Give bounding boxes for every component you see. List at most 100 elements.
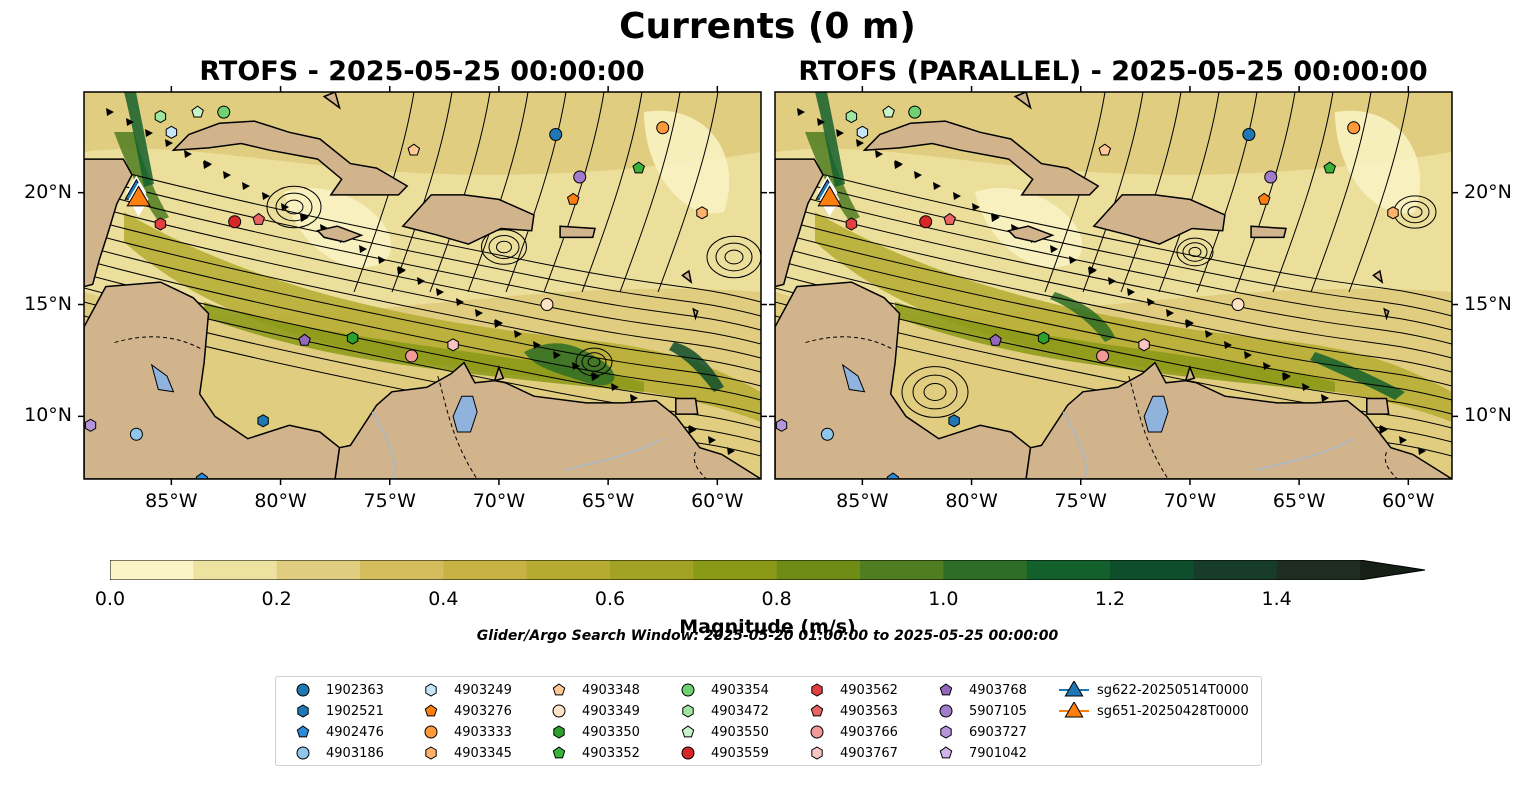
streamline-arrow: [106, 108, 114, 116]
colorbar-segment: [860, 560, 944, 580]
circle-marker-icon: [810, 725, 824, 739]
legend-label: 4903562: [840, 682, 898, 698]
float-marker-4903562: [845, 217, 858, 231]
lat-tick-label: 10°N: [24, 404, 72, 427]
current-speed-band: [644, 110, 730, 214]
colorbar-segment: [943, 560, 1028, 580]
current-speed-band: [1335, 110, 1421, 214]
colorbar-tick-label: 1.0: [928, 588, 959, 610]
streamline: [1158, 92, 1220, 293]
float-marker-4903345: [696, 206, 708, 220]
streamline-arrow: [856, 139, 864, 147]
border: [437, 375, 478, 479]
eddy-streamline: [1188, 246, 1202, 258]
hexagon-marker-icon: [553, 725, 565, 739]
streamline-arrow: [398, 266, 406, 274]
hexagon-marker-icon: [940, 725, 952, 739]
land-jamaica: [316, 225, 364, 243]
eddy-streamline: [496, 240, 512, 254]
legend-label: sg622-20250514T0000: [1097, 682, 1249, 698]
legend-label: sg651-20250428T0000: [1097, 703, 1249, 719]
pentagon-marker-icon: [424, 704, 438, 717]
land-bahamas: [322, 92, 341, 110]
streamline-arrow: [223, 171, 231, 179]
streamline-arrow: [1224, 341, 1232, 349]
lon-tick-label: 60°W: [691, 490, 744, 512]
legend-label: 4903768: [969, 682, 1027, 698]
float-marker-4903350: [1037, 331, 1050, 345]
circle-marker-icon: [424, 725, 438, 739]
eddy-streamline: [488, 234, 520, 260]
legend-item-4903333: 4903333: [416, 723, 512, 741]
colorbar-label: Magnitude (m/s): [679, 616, 856, 638]
legend-item-4903349: 4903349: [544, 702, 640, 720]
streamline: [391, 92, 453, 293]
current-speed-band: [815, 212, 1452, 422]
lon-tick-label: 65°W: [581, 490, 635, 512]
left-panel-title: RTOFS - 2025-05-25 00:00:00: [199, 56, 645, 87]
triangle-marker-icon: [1059, 681, 1089, 697]
legend-label: 6903727: [969, 724, 1027, 740]
float-marker-4903333: [656, 121, 670, 135]
float-marker-4903249: [856, 125, 869, 139]
hexagon-marker-icon: [425, 746, 437, 760]
streamline: [1310, 92, 1372, 293]
legend-item-4903768: 4903768: [931, 681, 1027, 699]
legend-label: 4903767: [840, 745, 898, 761]
land-southam: [1025, 361, 1452, 479]
streamline: [775, 203, 1452, 345]
lon-tick-label: 80°W: [945, 490, 998, 512]
triangle-marker-icon: [1064, 681, 1084, 697]
lat-tick-label: 20°N: [24, 180, 72, 203]
legend-label: 4903349: [582, 703, 640, 719]
streamline: [1348, 92, 1410, 293]
river: [564, 438, 664, 471]
streamline-arrow: [1283, 372, 1291, 380]
legend-item-1902363: 1902363: [288, 681, 384, 699]
legend: 1902363 1902521 4902476 4903186 4903249 49032…: [275, 676, 1262, 766]
streamline: [84, 259, 761, 401]
lon-tick-label: 85°W: [145, 490, 198, 512]
legend-label: 4903766: [840, 724, 898, 740]
streamline: [84, 175, 761, 317]
streamline-arrow: [1302, 383, 1310, 391]
float-marker-5907105: [1264, 170, 1278, 184]
float-marker-4903766: [1096, 349, 1110, 363]
streamline-arrow: [875, 150, 883, 158]
lake-maracaibo: [452, 395, 478, 433]
border: [1384, 451, 1398, 479]
streamline-arrow: [262, 192, 270, 200]
legend-label: 4902476: [326, 724, 384, 740]
glider-marker-sg651-20250428T0000: [126, 185, 151, 207]
hexagon-marker-icon: [425, 683, 437, 697]
streamline-arrow: [1166, 309, 1174, 317]
streamline-arrow: [456, 298, 464, 306]
colorbar-tick-label: 1.4: [1261, 588, 1292, 610]
streamline-arrow: [972, 203, 980, 211]
streamline-arrow: [572, 362, 580, 370]
circle-marker-icon: [296, 683, 310, 697]
land-lesser1: [681, 269, 693, 284]
float-marker-4903563: [943, 212, 956, 225]
colorbar-tick-label: 0.4: [428, 588, 459, 610]
streamline-arrow: [378, 256, 386, 264]
current-speed-band: [124, 92, 154, 187]
colorbar-segment: [776, 560, 861, 580]
colorbar: [110, 560, 1426, 580]
border: [114, 336, 203, 350]
hexagon-marker-icon: [297, 704, 309, 718]
legend-label: 1902521: [326, 703, 384, 719]
streamline: [581, 92, 643, 293]
colorbar-tick-label: 0.8: [761, 588, 792, 610]
streamline-arrow: [914, 171, 922, 179]
legend-item-4903354: 4903354: [673, 681, 769, 699]
streamline: [775, 217, 1452, 359]
streamline-arrow: [1069, 256, 1077, 264]
land-hispaniola: [401, 194, 535, 245]
circle-marker-icon: [296, 746, 310, 760]
legend-item-7901042: 7901042: [931, 744, 1027, 762]
streamline: [775, 175, 1452, 317]
float-marker-6903727: [84, 418, 97, 432]
float-marker-4903186: [129, 427, 143, 441]
circle-marker-icon: [681, 746, 695, 760]
